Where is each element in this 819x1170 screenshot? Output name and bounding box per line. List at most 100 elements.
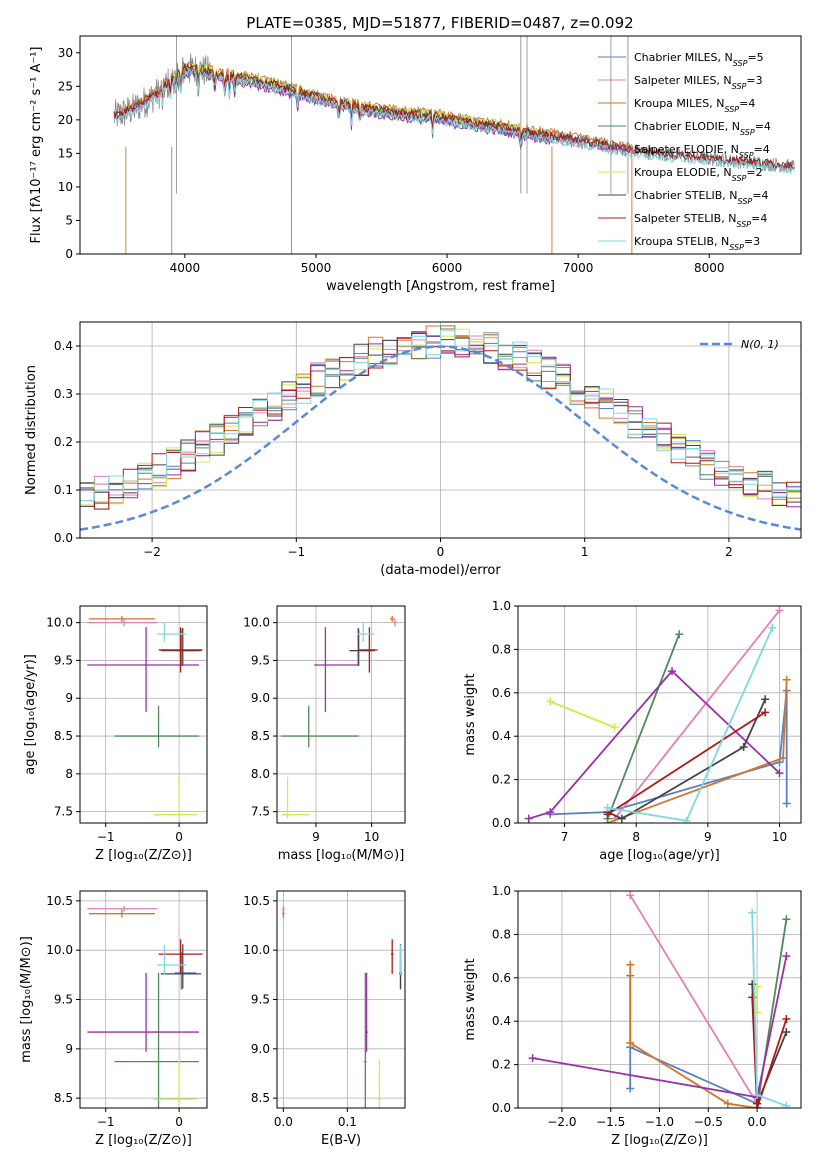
spectrum-panel: 4000 5000 6000 7000 8000 0 5 10 15 20 25 30 waveleng… (29, 35, 802, 294)
weight-marker (775, 769, 784, 778)
spectrum-xtick-label: 8000 (694, 261, 725, 275)
age_vs_Z-plot (87, 615, 203, 819)
residuals-frame (79, 321, 802, 539)
weight-line (549, 700, 616, 729)
legend-label: Salpeter STELIB, NSSP=4 (634, 212, 767, 229)
legend-label-subscript: SSP (733, 59, 748, 68)
weight-line (751, 997, 788, 1108)
spectrum-xtick-label: 5000 (301, 261, 332, 275)
mass_vs_ebv-ytick-label: 8.5 (251, 1091, 270, 1105)
legend-label-count: =3 (746, 74, 762, 87)
weight-line (606, 633, 681, 820)
legend-label-text: Chabrier ELODIE, N (634, 120, 740, 133)
massweight_vs_age-xtick-label: 9 (704, 830, 712, 844)
mass_vs_Z-ylabel: mass [log₁₀(M/M⊙)] (19, 936, 34, 1063)
weight-line (613, 609, 781, 820)
spectrum-ytick-label: 20 (58, 113, 73, 127)
age_vs_Z-ytick-label: 8.5 (54, 729, 73, 743)
legend-label-text: Salpeter STELIB, N (634, 212, 736, 225)
age_vs_mass-ytick-label: 9.0 (251, 691, 270, 705)
weight-marker (524, 814, 533, 823)
weight-marker (626, 960, 635, 969)
residuals-ytick-label: 0.0 (54, 531, 73, 545)
legend-label-subscript: SSP (729, 243, 744, 252)
age_vs_mass-panel: 9 10 7.5 8.0 8.5 9.0 9.5 10.0 mass [log₁₀(M/M⊙)] (243, 605, 406, 863)
mass_vs_Z-ytick-label: 9.5 (54, 993, 73, 1007)
age_vs_mass-ytick-label: 7.5 (251, 805, 270, 819)
weight-line (607, 711, 766, 816)
residuals-ytick-label: 0.3 (54, 387, 73, 401)
massweight_vs_Z-xtick-label: 0.0 (748, 1115, 767, 1129)
weight-marker (626, 1084, 635, 1093)
massweight_vs_Z-ytick-label: 0.8 (492, 927, 511, 941)
residuals-xtick-label: 2 (725, 545, 733, 559)
weight-marker (748, 908, 757, 917)
legend-label-subscript: SSP (738, 197, 753, 206)
mass_vs_Z-panel: −1 0 8.5 9 9.5 10.0 10.5 Z [log₁₀(Z/Z⊙)] mass [l… (19, 890, 208, 1148)
age_vs_Z-ylabel: age [log₁₀(age/yr)] (23, 654, 38, 775)
residuals-xtick-label: −2 (143, 545, 161, 559)
massweight_vs_age-ytick-label: 0.4 (492, 729, 511, 743)
weight-marker (626, 891, 635, 900)
legend-label: Kroupa ELODIE, NSSP=2 (634, 166, 763, 183)
age_vs_mass-ytick-label: 8.0 (251, 767, 270, 781)
legend-label-text: Kroupa ELODIE, N (634, 166, 732, 179)
weight-marker (546, 808, 555, 817)
age_vs_mass-xtick-label: 9 (312, 830, 320, 844)
mass_vs_ebv-ytick-label: 10.5 (243, 894, 270, 908)
spectrum-xlabel: wavelength [Angstrom, rest frame] (326, 279, 555, 294)
massweight_vs_age-panel: 7 8 9 10 0.0 0.2 0.4 0.6 0.8 1.0 age [log₁₀(age/yr… (463, 599, 802, 863)
residuals-plot (80, 325, 801, 531)
mass_vs_Z-ytick-label: 10.0 (46, 943, 73, 957)
residuals-ytick-label: 0.2 (54, 435, 73, 449)
weight-marker (528, 1054, 537, 1063)
mass_vs_Z-plot (87, 905, 203, 1108)
massweight_vs_Z-ytick-label: 0.6 (492, 971, 511, 985)
weight-marker (782, 952, 791, 961)
age_vs_mass-xlabel: mass [log₁₀(M/M⊙)] (278, 848, 405, 863)
age_vs_mass-frame (276, 605, 406, 824)
weight-marker (753, 1090, 762, 1099)
weight-marker (782, 675, 791, 684)
weight-marker (668, 667, 677, 676)
legend-label: Salpeter MILES, NSSP=3 (634, 74, 763, 91)
massweight_vs_age-xtick-label: 7 (561, 830, 569, 844)
age_vs_Z-ytick-label: 7.5 (54, 805, 73, 819)
mass_vs_ebv-panel: 0.0 0.1 8.5 9.0 9.5 10.0 10.5 E(B-V) (243, 890, 406, 1148)
massweight_vs_Z-frame (517, 890, 802, 1109)
residuals-ytick-label: 0.4 (54, 339, 73, 353)
weight-line (629, 894, 758, 1105)
spectrum-plot (113, 36, 795, 254)
mass_vs_ebv-frame (276, 890, 406, 1109)
weight-marker (675, 630, 684, 639)
legend-label-count: =4 (755, 120, 771, 133)
weight-marker (546, 697, 555, 706)
massweight_vs_Z-plot (528, 891, 791, 1108)
legend-label-subscript: SSP (732, 82, 747, 91)
residuals-ylabel: Normed distribution (24, 365, 39, 495)
residuals-panel: −2 −1 0 1 2 0.0 0.1 0.2 0.3 0.4 (data-model)/error… (24, 321, 802, 578)
legend-label-count: =5 (747, 51, 763, 64)
weight-marker (768, 623, 777, 632)
spectrum-frame (79, 35, 802, 255)
residual-histogram (80, 329, 801, 501)
mass_vs_ebv-ytick-label: 10.0 (243, 943, 270, 957)
legend-label-text: Salpeter MILES, N (634, 74, 732, 87)
weight-marker (782, 915, 791, 924)
massweight_vs_age-xtick-label: 8 (632, 830, 640, 844)
mass_vs_Z-xlabel: Z [log₁₀(Z/Z⊙)] (95, 1133, 192, 1148)
massweight_vs_age-ytick-label: 0.6 (492, 686, 511, 700)
mass_vs_Z-ytick-label: 8.5 (54, 1091, 73, 1105)
massweight_vs_Z-ytick-label: 0.4 (492, 1014, 511, 1028)
massweight_vs_Z-ytick-label: 1.0 (492, 884, 511, 898)
legend-label-subscript: SSP (739, 151, 754, 160)
age_vs_Z-xlabel: Z [log₁₀(Z/Z⊙)] (95, 848, 192, 863)
spectrum-ytick-label: 15 (58, 146, 73, 160)
legend-label-subscript: SSP (732, 174, 747, 183)
massweight_vs_age-ylabel: mass weight (463, 673, 478, 755)
massweight_vs_Z-xtick-label: −2.0 (547, 1115, 576, 1129)
legend-label: Salpeter ELODIE, NSSP=4 (634, 143, 770, 160)
age_vs_mass-ytick-label: 10.0 (243, 616, 270, 630)
weight-line (528, 669, 781, 820)
massweight_vs_Z-ytick-label: 0.0 (492, 1101, 511, 1115)
